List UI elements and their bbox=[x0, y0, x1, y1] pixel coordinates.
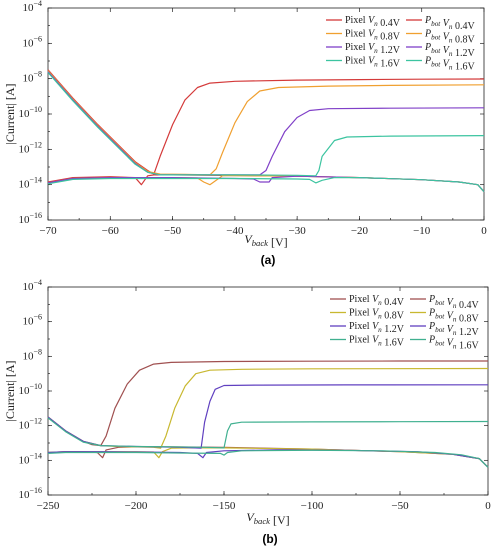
y-tick-label: 10−10 bbox=[18, 382, 42, 397]
chart-panel-b: −250 −200 −150 −100 −50 0 10−16 10−14 10−12 10−10… bbox=[3, 278, 491, 546]
series-line bbox=[47, 449, 489, 468]
y-tick-label: 10−4 bbox=[22, 278, 42, 293]
y-axis-label: |Current| [A] bbox=[3, 83, 17, 144]
legend-entry: Pixel Vn 0.8V bbox=[345, 29, 401, 43]
series-line bbox=[47, 71, 485, 176]
y-tick-label: 10−14 bbox=[18, 451, 42, 466]
panel-caption: (a) bbox=[261, 253, 276, 267]
legend-entry: Pixel Vn 0.8V bbox=[349, 308, 405, 322]
y-tick-label: 10−6 bbox=[22, 34, 42, 49]
y-tick-label: 10−8 bbox=[22, 70, 42, 85]
x-tick-label: −30 bbox=[289, 225, 307, 237]
x-tick-label: −100 bbox=[301, 500, 324, 512]
x-tick-label: −150 bbox=[213, 500, 236, 512]
panel-caption: (b) bbox=[262, 532, 277, 546]
y-tick-label: 10−8 bbox=[22, 347, 42, 362]
y-tick-label: 10−16 bbox=[18, 211, 42, 226]
legend-entry: Pbot Vn 1.2V bbox=[428, 321, 480, 338]
x-tick-label: 0 bbox=[485, 500, 491, 512]
series-line bbox=[47, 367, 489, 449]
x-tick-label: 0 bbox=[481, 225, 487, 237]
y-axis-label: |Current| [A] bbox=[3, 360, 17, 421]
legend-entry: Pbot Vn 1.6V bbox=[428, 335, 480, 352]
y-tick-label: 10−4 bbox=[22, 0, 42, 14]
y-tick-label: 10−12 bbox=[18, 140, 42, 155]
series-line bbox=[47, 177, 485, 193]
x-tick-label: −10 bbox=[413, 225, 431, 237]
x-tick-label: −20 bbox=[351, 225, 369, 237]
legend-entry: Pbot Vn 1.6V bbox=[424, 56, 476, 73]
legend-entry: Pixel Vn 1.6V bbox=[349, 335, 405, 349]
chart-panel-a: −70 −60 −50 −40 −30 −20 −10 0 10−16 10−14 10−12 10−… bbox=[3, 0, 487, 267]
legend-entry: Pbot Vn 0.8V bbox=[428, 308, 480, 325]
legend-entry: Pbot Vn 0.4V bbox=[424, 15, 476, 32]
y-tick-label: 10−16 bbox=[18, 486, 42, 501]
legend-entry: Pixel Vn 1.6V bbox=[345, 56, 401, 70]
x-tick-label: −200 bbox=[125, 500, 148, 512]
legend-entry: Pixel Vn 1.2V bbox=[349, 321, 405, 335]
y-tick-label: 10−14 bbox=[18, 176, 42, 191]
x-axis-label: Vback [V] bbox=[246, 510, 289, 527]
legend-entry: Pixel Vn 0.4V bbox=[345, 15, 401, 29]
x-tick-label: −50 bbox=[391, 500, 409, 512]
x-tick-label: −50 bbox=[164, 225, 182, 237]
legend-box bbox=[326, 293, 484, 351]
legend-entry: Pbot Vn 1.2V bbox=[424, 42, 476, 59]
x-tick-label: −250 bbox=[37, 500, 60, 512]
x-tick-label: −70 bbox=[39, 225, 57, 237]
series-line bbox=[47, 417, 489, 449]
legend-entry: Pixel Vn 1.2V bbox=[345, 42, 401, 56]
y-tick-label: 10−10 bbox=[18, 105, 42, 120]
x-axis-label: Vback [V] bbox=[244, 232, 287, 249]
y-tick-label: 10−6 bbox=[22, 313, 42, 328]
series-line bbox=[47, 70, 485, 176]
legend-entry: Pbot Vn 0.4V bbox=[428, 294, 480, 311]
legend-entry: Pbot Vn 0.8V bbox=[424, 29, 476, 46]
series-line bbox=[47, 72, 485, 177]
y-tick-label: 10−12 bbox=[18, 417, 42, 432]
legend-entry: Pixel Vn 0.4V bbox=[349, 294, 405, 308]
series-line bbox=[47, 69, 485, 175]
legend-box bbox=[322, 14, 480, 72]
x-tick-label: −40 bbox=[226, 225, 244, 237]
x-tick-label: −60 bbox=[102, 225, 120, 237]
series-line bbox=[47, 360, 488, 447]
series-line bbox=[47, 384, 489, 449]
